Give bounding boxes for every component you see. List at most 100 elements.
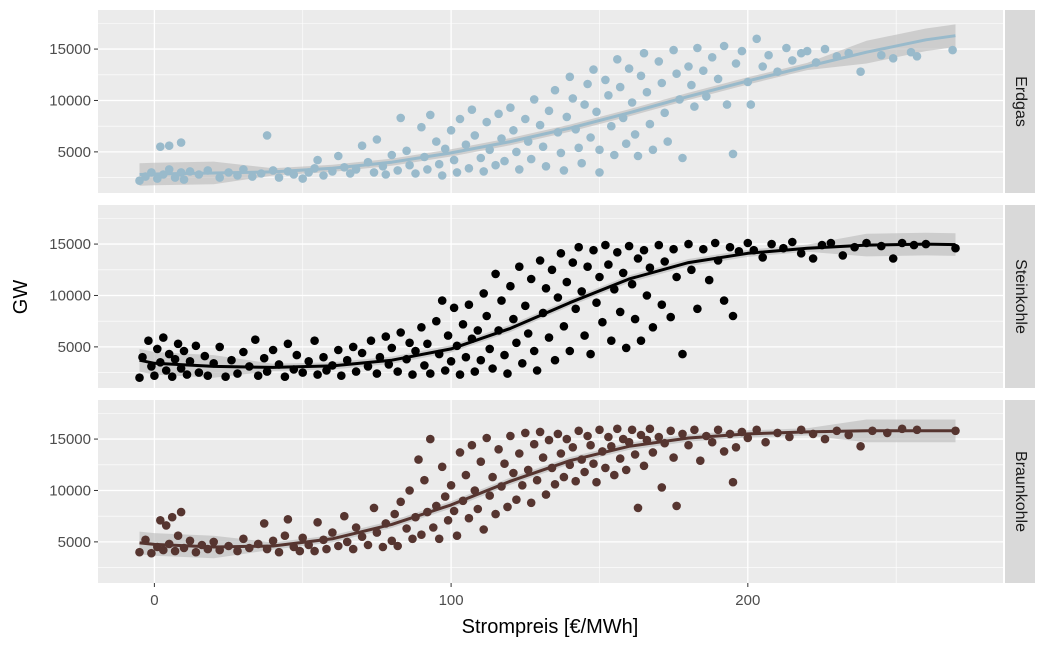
data-point	[538, 142, 548, 151]
data-point	[506, 281, 515, 291]
data-point	[357, 348, 367, 358]
facet-strip	[1005, 10, 1035, 193]
data-point	[446, 481, 456, 490]
data-point	[604, 260, 613, 269]
data-point	[342, 355, 352, 365]
data-point	[464, 164, 474, 173]
series-points	[135, 424, 960, 558]
data-point	[529, 346, 539, 356]
data-point	[761, 437, 770, 447]
data-point	[170, 173, 180, 182]
data-point	[621, 465, 631, 475]
data-point	[310, 546, 319, 556]
data-point	[432, 316, 441, 326]
data-point	[752, 34, 761, 44]
data-point	[613, 424, 622, 434]
data-point	[494, 109, 503, 119]
data-point	[239, 347, 248, 357]
data-point	[731, 443, 741, 452]
data-point	[553, 429, 563, 439]
data-point	[633, 254, 643, 263]
data-point	[678, 153, 687, 163]
data-point	[491, 160, 500, 170]
data-point	[636, 71, 646, 81]
data-point	[227, 355, 236, 365]
data-point	[357, 532, 367, 541]
facet-panel-2: 5000 10000 15000 Braunkohle	[49, 400, 1035, 583]
data-point	[515, 449, 524, 458]
data-point	[443, 516, 453, 525]
y-tick-label: 5000	[58, 144, 91, 161]
data-point	[426, 110, 435, 120]
data-point	[526, 498, 536, 508]
data-point	[672, 69, 681, 78]
data-point	[176, 138, 186, 147]
data-point	[568, 94, 578, 103]
data-point	[595, 425, 604, 435]
data-point	[509, 468, 518, 478]
data-point	[393, 541, 403, 551]
data-point	[550, 85, 560, 95]
data-point	[844, 430, 853, 440]
data-point	[633, 503, 643, 513]
data-point	[669, 45, 678, 55]
data-point	[788, 56, 797, 65]
data-point	[135, 547, 144, 557]
data-point	[574, 242, 583, 252]
data-point	[553, 293, 563, 302]
data-point	[473, 326, 483, 335]
data-point	[589, 459, 598, 469]
data-point	[630, 450, 640, 459]
data-point	[503, 369, 512, 378]
data-point	[571, 304, 580, 314]
data-point	[642, 291, 652, 300]
smooth-line	[139, 34, 956, 176]
data-point	[144, 336, 153, 346]
data-point	[503, 502, 512, 512]
y-axis-title: GW	[10, 280, 32, 315]
data-point	[678, 429, 687, 439]
data-point	[627, 425, 637, 435]
data-point	[167, 512, 177, 522]
data-point	[660, 257, 669, 266]
data-point	[470, 131, 480, 140]
y-tick-label: 15000	[49, 236, 91, 253]
data-point	[310, 336, 319, 346]
data-point	[251, 335, 260, 345]
data-point	[298, 533, 308, 543]
data-point	[411, 346, 420, 356]
data-point	[268, 345, 278, 355]
data-point	[707, 437, 717, 447]
data-point	[684, 62, 693, 71]
data-point	[607, 442, 616, 451]
data-point	[642, 87, 652, 97]
data-point	[589, 245, 598, 255]
data-point	[437, 171, 447, 180]
data-point	[657, 300, 667, 310]
data-point	[185, 536, 195, 546]
data-point	[408, 370, 417, 379]
data-point	[630, 130, 640, 139]
data-point	[274, 547, 284, 557]
data-point	[161, 366, 171, 375]
data-point	[888, 54, 898, 63]
data-point	[485, 491, 495, 500]
data-point	[322, 544, 331, 554]
data-point	[663, 137, 672, 146]
data-point	[482, 311, 492, 321]
data-point	[164, 165, 174, 174]
data-point	[601, 463, 610, 473]
data-point	[556, 449, 566, 458]
data-point	[194, 368, 204, 377]
y-tick-label: 15000	[49, 41, 91, 58]
data-point	[387, 536, 397, 546]
data-point	[179, 175, 189, 184]
data-point	[420, 361, 429, 370]
data-point	[672, 272, 681, 282]
data-point	[710, 238, 720, 248]
data-point	[159, 545, 168, 555]
data-point	[449, 303, 459, 313]
data-point	[440, 366, 450, 375]
data-point	[473, 504, 483, 514]
data-point	[147, 548, 156, 558]
